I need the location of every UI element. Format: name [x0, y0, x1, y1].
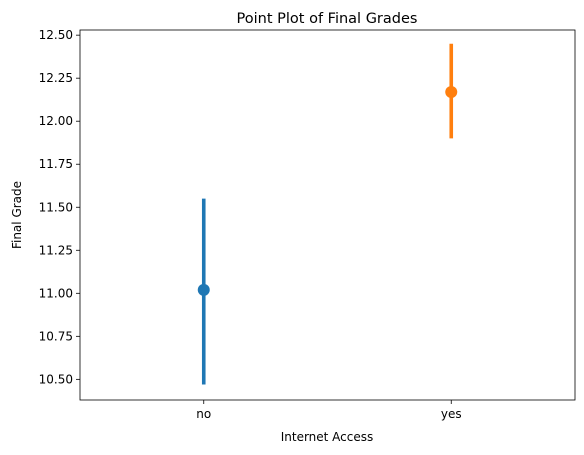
y-tick-label: 11.75: [39, 157, 73, 171]
plot-area-frame: [79, 29, 576, 401]
x-tick-label: no: [196, 407, 211, 421]
y-tick-label: 11.50: [39, 200, 73, 214]
y-tick-label: 12.25: [39, 71, 73, 85]
y-tick-label: 11.25: [39, 243, 73, 257]
y-tick-label: 10.75: [39, 329, 73, 343]
chart-title: Point Plot of Final Grades: [237, 11, 418, 27]
x-axis: no yes: [196, 400, 462, 421]
x-tick-label: yes: [441, 407, 462, 421]
data-marks: [197, 43, 458, 385]
y-tick-label: 12.50: [39, 28, 73, 42]
mean-point-no: [197, 283, 210, 296]
x-axis-label: Internet Access: [281, 430, 374, 444]
y-tick-label: 12.00: [39, 114, 73, 128]
y-axis: 10.50 10.75 11.00 11.25 11.50 11.75 12.00 12.25…: [39, 28, 80, 386]
mean-point-yes: [445, 85, 458, 98]
y-tick-label: 10.50: [39, 372, 73, 386]
y-tick-label: 11.00: [39, 286, 73, 300]
y-axis-label: Final Grade: [10, 181, 24, 249]
